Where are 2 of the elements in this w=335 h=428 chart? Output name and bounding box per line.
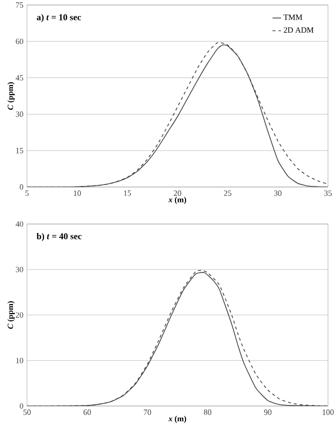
text: b) t = 40 sec — [36, 232, 82, 242]
text: a) t = 10 sec — [36, 14, 81, 22]
